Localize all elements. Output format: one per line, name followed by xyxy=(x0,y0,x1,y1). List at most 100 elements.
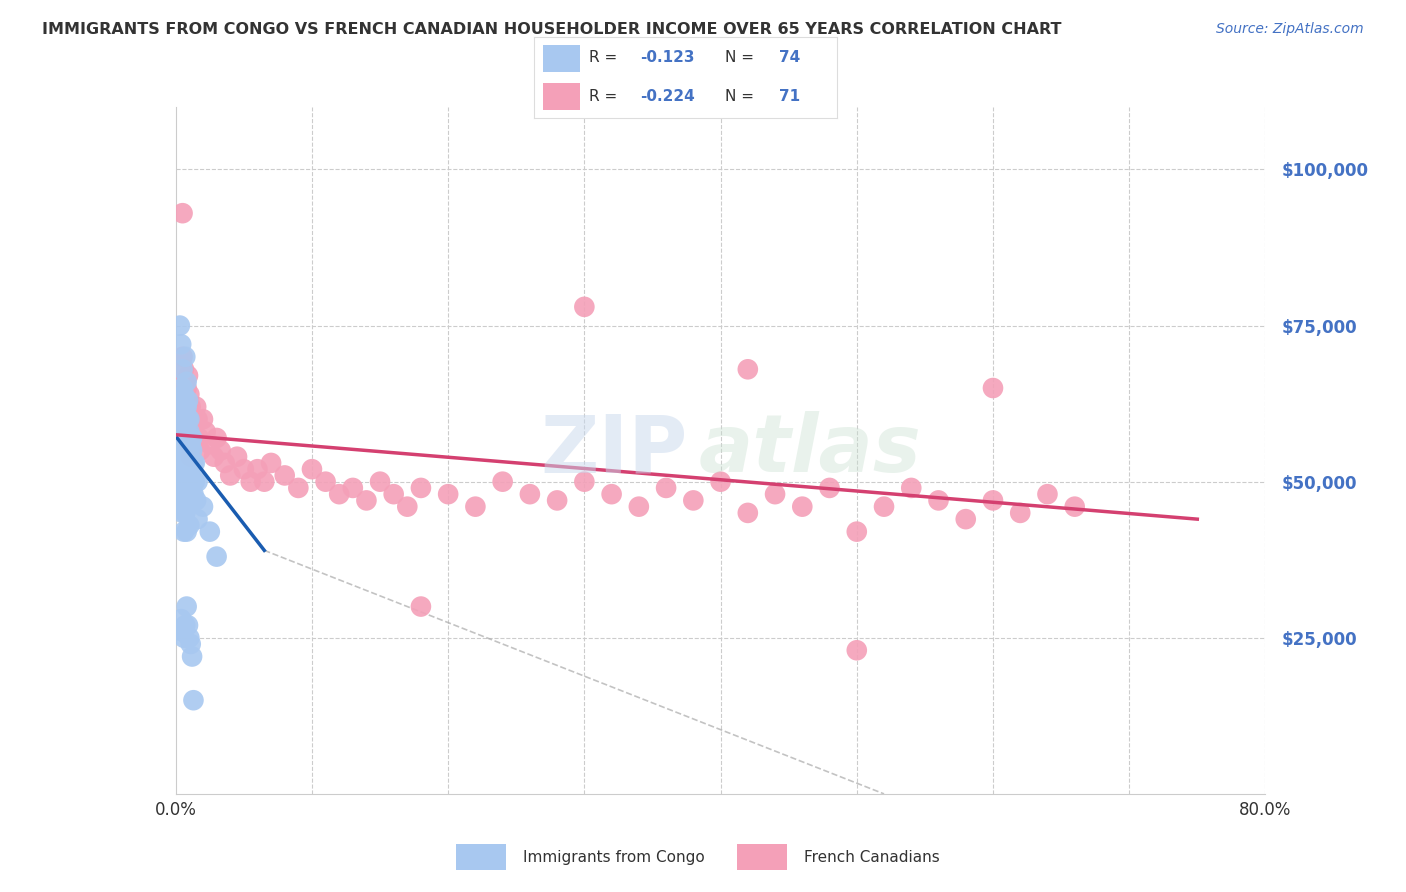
Point xyxy=(179,443,201,458)
Point xyxy=(170,493,193,508)
Point xyxy=(174,425,197,439)
Point xyxy=(655,481,678,495)
Point xyxy=(177,618,200,632)
Point xyxy=(179,468,201,483)
Point xyxy=(792,500,814,514)
Text: IMMIGRANTS FROM CONGO VS FRENCH CANADIAN HOUSEHOLDER INCOME OVER 65 YEARS CORREL: IMMIGRANTS FROM CONGO VS FRENCH CANADIAN… xyxy=(42,22,1062,37)
Point xyxy=(226,450,249,464)
Point xyxy=(170,337,193,351)
Point xyxy=(180,400,202,414)
Point xyxy=(172,362,194,376)
Text: 74: 74 xyxy=(779,51,800,65)
Point xyxy=(186,475,209,489)
Point xyxy=(183,456,205,470)
Point xyxy=(845,643,868,657)
Point xyxy=(167,462,190,476)
Point xyxy=(174,350,197,364)
Text: Source: ZipAtlas.com: Source: ZipAtlas.com xyxy=(1216,22,1364,37)
Point xyxy=(198,437,221,451)
Text: -0.123: -0.123 xyxy=(640,51,695,65)
Point xyxy=(181,412,204,426)
Text: N =: N = xyxy=(724,51,759,65)
Point xyxy=(174,506,197,520)
Point xyxy=(183,693,205,707)
Point xyxy=(179,412,201,426)
Point xyxy=(177,368,200,383)
Point xyxy=(173,425,195,439)
Point xyxy=(260,456,283,470)
Text: R =: R = xyxy=(589,89,621,104)
Point xyxy=(437,487,460,501)
Point xyxy=(492,475,515,489)
Point xyxy=(188,443,211,458)
Point xyxy=(287,481,309,495)
Point xyxy=(198,524,221,539)
Point xyxy=(167,425,190,439)
Point xyxy=(194,425,217,439)
Point xyxy=(574,475,596,489)
Point xyxy=(174,618,197,632)
Point xyxy=(173,362,195,376)
Text: R =: R = xyxy=(589,51,621,65)
Point xyxy=(186,412,209,426)
Point xyxy=(396,500,419,514)
Point xyxy=(464,500,486,514)
Point xyxy=(184,475,207,489)
Point xyxy=(180,462,202,476)
Point xyxy=(170,431,193,445)
Point xyxy=(186,493,208,508)
Point xyxy=(179,437,201,451)
Point xyxy=(173,412,195,426)
Point xyxy=(368,475,391,489)
Point xyxy=(180,637,202,651)
Point xyxy=(170,387,193,401)
Point xyxy=(209,443,232,458)
Point xyxy=(172,381,194,395)
Point xyxy=(174,406,197,420)
Point xyxy=(928,493,950,508)
Point xyxy=(1063,500,1085,514)
Point xyxy=(176,450,198,464)
Text: -0.224: -0.224 xyxy=(640,89,695,104)
Point xyxy=(737,506,759,520)
Point xyxy=(763,487,786,501)
Point xyxy=(174,375,197,389)
Point xyxy=(981,381,1004,395)
Point xyxy=(183,425,205,439)
Point xyxy=(187,431,209,445)
Point xyxy=(409,599,432,614)
Point xyxy=(172,443,194,458)
Point xyxy=(600,487,623,501)
Point xyxy=(205,549,228,564)
Point xyxy=(246,462,269,476)
Text: ZIP: ZIP xyxy=(541,411,688,490)
Point xyxy=(409,481,432,495)
Point xyxy=(818,481,841,495)
FancyBboxPatch shape xyxy=(737,845,787,870)
Point xyxy=(176,425,198,439)
Point xyxy=(232,462,254,476)
Point xyxy=(177,418,200,433)
Text: French Canadians: French Canadians xyxy=(804,850,941,864)
Point xyxy=(900,481,922,495)
FancyBboxPatch shape xyxy=(543,45,579,72)
Point xyxy=(301,462,323,476)
Point xyxy=(186,400,208,414)
Point xyxy=(169,318,191,333)
Point xyxy=(176,599,198,614)
Point xyxy=(202,450,225,464)
Point xyxy=(177,487,200,501)
Point xyxy=(627,500,650,514)
Point xyxy=(172,400,194,414)
Point xyxy=(184,437,207,451)
Text: 71: 71 xyxy=(779,89,800,104)
Point xyxy=(179,518,201,533)
Point xyxy=(1010,506,1032,520)
Point xyxy=(180,487,202,501)
Point xyxy=(239,475,262,489)
Point xyxy=(183,487,205,501)
Point xyxy=(315,475,337,489)
Point xyxy=(342,481,364,495)
Point xyxy=(176,375,198,389)
Point xyxy=(176,381,198,395)
